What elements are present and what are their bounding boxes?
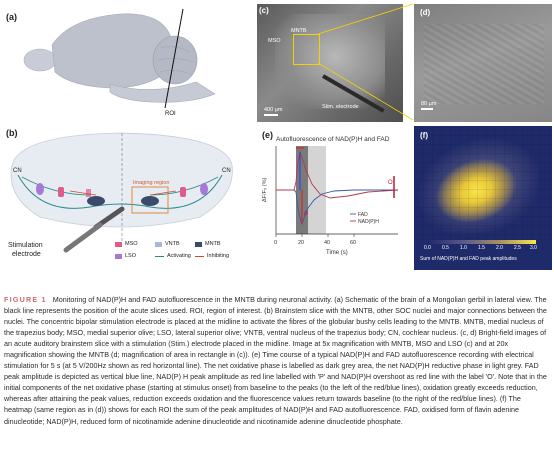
mso-label: MSO [268, 38, 281, 44]
panel-a-label: (a) [6, 12, 17, 22]
scale-80-label: 80 µm [421, 101, 437, 107]
stim-electrode-c-label: Stim. electrode [322, 104, 359, 110]
chart-e-title: Autofluorescence of NAD(P)H and FAD [276, 136, 390, 143]
slice-legend: MSO VNTB MNTB LSO Activating Inhibiting [115, 241, 235, 271]
figure-id: FIGURE 1 [4, 295, 47, 304]
colorbar-label: Sum of NAD(P)H and FAD peak amplitudes [420, 256, 517, 262]
legend-inhibiting: Inhibiting [195, 253, 229, 259]
legend-mso: MSO [115, 241, 138, 247]
olfactory-bulb [23, 48, 57, 72]
cn-left-label: CN [13, 168, 22, 174]
imaging-region-box [131, 186, 169, 214]
scale-400-label: 400 µm [264, 107, 283, 113]
figure: (a) ROI (b) Imaging region [6, 3, 552, 271]
stim-electrode-label-2: electrode [12, 251, 41, 258]
roi-label: ROI [165, 111, 176, 117]
xtick-60: 60 [350, 240, 356, 246]
y-axis-label: ΔF/F₀ (%) [262, 178, 268, 202]
cn-right-label: CN [222, 168, 231, 174]
colorbar-ticks: 0.0 0.5 1.0 1.5 2.0 2.5 3.0 [424, 245, 537, 251]
zoom-connectors [317, 3, 414, 121]
xtick-0: 0 [274, 240, 277, 246]
brightfield-5x-image [257, 4, 403, 122]
mso-left [58, 187, 64, 197]
slice-line [164, 8, 184, 109]
stim-electrode-label: Stimulation [8, 242, 43, 249]
fad-trace [276, 189, 398, 226]
mntb-left [87, 196, 105, 206]
imaging-region-label: Imaging region [133, 180, 169, 186]
heatmap [414, 126, 552, 240]
brain-schematic: ROI [23, 8, 216, 117]
figure-caption: FIGURE 1 Monitoring of NAD(P)H and FAD a… [4, 294, 550, 427]
legend-lso: LSO [115, 253, 136, 259]
panel-f-label: (f) [420, 131, 428, 140]
overshoot-o-label: O [388, 180, 393, 186]
xtick-20: 20 [298, 240, 304, 246]
legend-vntb: VNTB [155, 241, 180, 247]
panel-e-label: (e) [262, 130, 273, 140]
mntb-right [141, 196, 159, 206]
slice-schematic: Imaging region CN CN Stimulation electro… [8, 132, 233, 258]
time-course-chart: 0 20 40 60 Time (s) ΔF/F₀ (%) P O FAD NA… [262, 146, 399, 256]
xtick-40: 40 [324, 240, 330, 246]
scale-bar-400 [264, 114, 278, 116]
mntb-label: MNTB [291, 28, 307, 34]
scale-bar-80 [421, 108, 433, 110]
caption-text: Monitoring of NAD(P)H and FAD autofluore… [4, 295, 547, 426]
brainstem [109, 81, 216, 103]
lso-left [36, 183, 44, 195]
legend-fad: FAD [358, 212, 368, 218]
peak-p-label: P [304, 212, 308, 218]
colorbar [428, 240, 536, 244]
cerebellum [152, 35, 198, 85]
panel-c-label: (c) [259, 6, 269, 15]
x-axis-label: Time (s) [326, 250, 348, 256]
zoom-rectangle [293, 34, 320, 65]
legend-activating: Activating [155, 253, 191, 259]
mso-right [180, 187, 186, 197]
panel-b-label: (b) [6, 128, 18, 138]
nadph-trace [276, 150, 399, 199]
lso-right [200, 183, 208, 195]
legend-mntb: MNTB [195, 241, 221, 247]
legend-nadph: NAD(P)H [358, 219, 379, 225]
fibre-path [17, 174, 223, 209]
panel-d-label: (d) [420, 8, 431, 17]
brightfield-20x-image [414, 4, 552, 122]
